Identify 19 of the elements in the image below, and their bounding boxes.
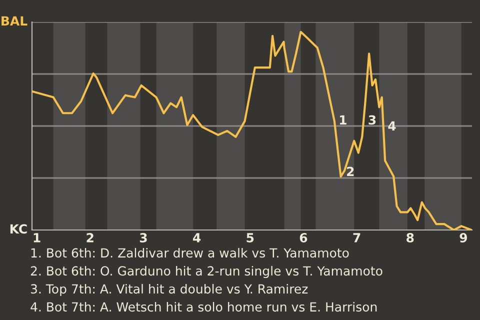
text: KC (10, 224, 27, 234)
text: 4. Bot 7th: A. Wetsch hit a solo home run vs E. Harrison (30, 302, 377, 312)
x-tick-label: 3 (140, 233, 147, 242)
text: 1. Bot 6th: D. Zaldivar drew a walk vs T. Yamamoto (31, 248, 349, 258)
x-tick-label: 2 (86, 233, 94, 242)
x-tick-label: 4 (193, 233, 201, 242)
x-tick-label: 7 (353, 233, 360, 242)
x-tick-label: 6 (300, 233, 308, 242)
text: 3. Top 7th: A. Vital hit a double vs Y. Ramirez (30, 284, 308, 296)
x-tick-label: 8 (406, 233, 414, 242)
annotation: 2 (347, 166, 354, 176)
x-tick-label: 5 (246, 233, 254, 242)
text: BAL (2, 16, 28, 26)
text: 2. Bot 6th: O. Garduno hit a 2-run single vs T. Yamamoto (30, 266, 382, 278)
x-tick-label: 1 (34, 233, 40, 242)
x-tick-label: 9 (460, 233, 468, 242)
annotation: 3 (368, 115, 376, 125)
annotation: 1 (340, 115, 346, 124)
annotation: 4 (388, 121, 396, 130)
